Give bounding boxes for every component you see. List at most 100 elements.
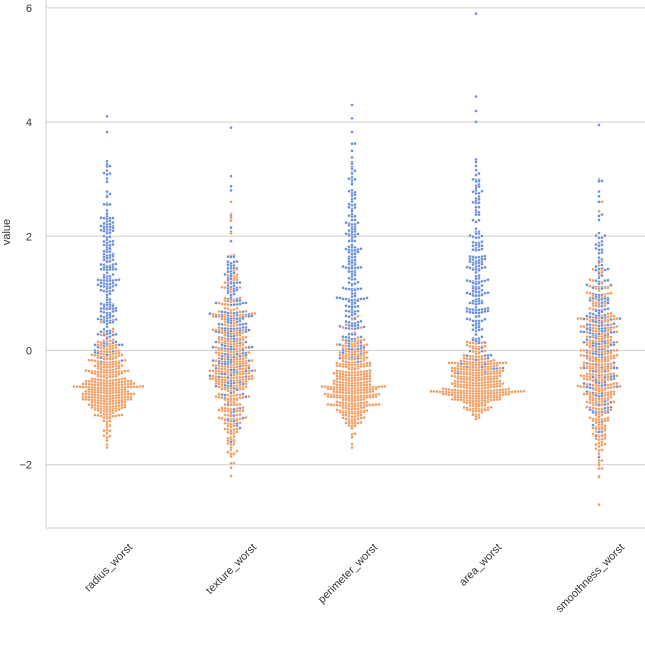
swarm-point-b	[96, 340, 100, 344]
swarm-point-b	[350, 339, 354, 344]
swarm-point-m	[96, 278, 100, 282]
swarm-point-b	[217, 385, 221, 389]
swarm-point-m	[102, 284, 106, 289]
x-tick-label: texture_worst	[204, 542, 259, 597]
swarm-point-m	[108, 250, 112, 254]
swarm-point-b	[350, 391, 354, 396]
swarm-point-b	[84, 392, 88, 396]
swarm-point-b	[223, 421, 227, 425]
swarm-point-b	[132, 381, 136, 386]
swarm-point-m	[356, 280, 360, 284]
swarm-point-m	[471, 286, 475, 290]
swarm-point-b	[93, 395, 97, 400]
swarm-point-b	[585, 343, 589, 347]
swarm-point-m	[99, 314, 103, 318]
swarm-point-m	[232, 271, 236, 275]
swarm-point-b	[102, 409, 106, 413]
swarm-point-b	[468, 362, 472, 366]
swarm-point-b	[99, 390, 103, 395]
swarm-point-m	[353, 317, 357, 321]
swarm-point-b	[579, 324, 583, 329]
swarm-point-m	[250, 345, 254, 349]
swarm-point-b	[579, 348, 583, 352]
swarm-point-m	[353, 324, 357, 328]
swarm-point-b	[612, 400, 616, 404]
swarm-point-b	[335, 374, 339, 378]
swarm-point-b	[220, 395, 224, 400]
swarm-point-m	[102, 281, 106, 286]
swarm-point-m	[353, 262, 357, 267]
swarm-point-m	[229, 255, 233, 259]
swarm-point-m	[105, 268, 109, 272]
swarm-point-m	[341, 335, 345, 339]
swarm-point-b	[579, 353, 583, 357]
swarm-point-b	[96, 356, 100, 360]
swarm-point-m	[468, 301, 472, 305]
swarm-point-m	[591, 344, 595, 348]
swarm-point-m	[105, 260, 109, 264]
swarm-point-b	[347, 414, 351, 418]
swarm-point-b	[353, 398, 357, 403]
swarm-point-b	[612, 356, 616, 360]
swarm-point-m	[111, 254, 115, 258]
swarm-point-b	[135, 385, 139, 389]
swarm-point-m	[350, 313, 354, 317]
swarm-point-b	[235, 349, 239, 354]
swarm-point-m	[220, 357, 224, 361]
swarm-point-m	[353, 294, 357, 298]
swarm-point-b	[214, 371, 218, 376]
swarm-point-m	[229, 239, 233, 243]
swarm-point-m	[244, 340, 248, 344]
swarm-point-m	[456, 371, 460, 376]
swarm-point-m	[353, 196, 357, 201]
swarm-point-b	[250, 377, 254, 381]
swarm-point-b	[350, 357, 354, 361]
swarm-point-m	[597, 276, 601, 280]
swarm-point-b	[362, 397, 366, 401]
swarm-point-b	[356, 407, 360, 411]
swarm-point-b	[585, 330, 589, 334]
swarm-point-b	[609, 395, 613, 399]
swarm-point-m	[102, 327, 106, 332]
swarm-point-m	[477, 197, 481, 202]
swarm-point-b	[498, 379, 502, 383]
swarm-point-b	[84, 389, 88, 394]
swarm-point-m	[111, 239, 115, 243]
swarm-point-m	[214, 301, 218, 305]
swarm-point-m	[597, 282, 601, 286]
swarm-point-b	[585, 335, 589, 339]
swarm-point-b	[489, 380, 493, 384]
swarm-point-b	[241, 357, 245, 361]
swarm-point-b	[374, 403, 378, 407]
swarm-point-b	[480, 403, 484, 408]
swarm-point-b	[90, 382, 94, 387]
swarm-point-b	[235, 418, 239, 423]
swarm-point-b	[247, 377, 251, 381]
swarm-point-b	[353, 391, 357, 395]
swarm-point-m	[588, 382, 592, 387]
swarm-point-b	[332, 381, 336, 386]
swarm-point-b	[612, 317, 616, 321]
swarm-point-m	[105, 216, 109, 221]
swarm-point-b	[344, 398, 348, 402]
swarm-point-m	[111, 333, 115, 337]
swarm-point-m	[486, 306, 490, 310]
swarm-point-b	[226, 413, 230, 418]
swarm-point-m	[247, 345, 251, 349]
swarm-point-m	[588, 328, 592, 332]
swarm-point-m	[108, 331, 112, 335]
swarm-point-b	[105, 365, 109, 370]
swarm-point-b	[594, 446, 598, 451]
swarm-point-b	[606, 369, 610, 373]
swarm-point-m	[347, 239, 351, 243]
swarm-point-b	[492, 361, 496, 366]
swarm-point-m	[582, 340, 586, 344]
swarm-point-b	[341, 374, 345, 379]
swarm-point-b	[217, 340, 221, 345]
swarm-point-b	[365, 350, 369, 355]
swarm-point-b	[338, 403, 342, 408]
swarm-point-b	[232, 427, 236, 432]
swarm-point-m	[603, 329, 607, 333]
swarm-point-b	[332, 379, 336, 383]
